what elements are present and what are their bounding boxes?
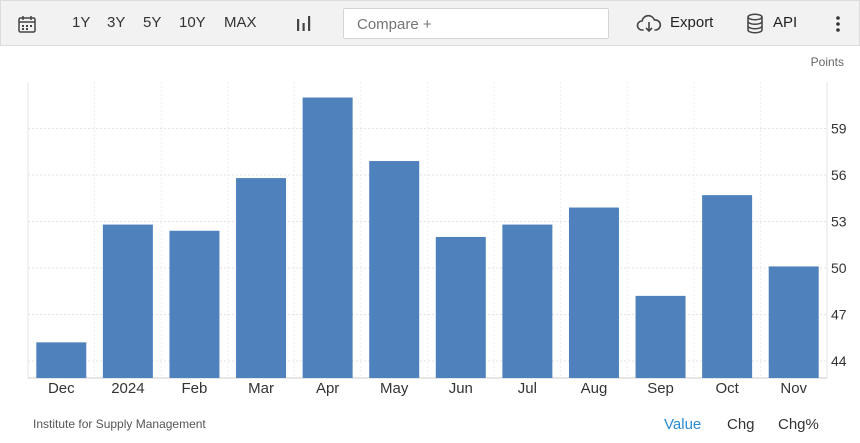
x-tick-label: 2024 bbox=[111, 380, 144, 397]
tab-chg-percent[interactable]: Chg% bbox=[778, 416, 819, 433]
bar-dec[interactable] bbox=[36, 342, 87, 378]
range-3y-button[interactable]: 3Y bbox=[107, 14, 126, 31]
bar-feb[interactable] bbox=[169, 230, 220, 378]
tab-value[interactable]: Value bbox=[664, 416, 702, 433]
y-tick-label: 53 bbox=[831, 213, 847, 229]
cloud-download-icon[interactable] bbox=[636, 14, 662, 34]
x-tick-label: Aug bbox=[581, 380, 608, 397]
bar-2024[interactable] bbox=[102, 224, 153, 378]
bar-jun[interactable] bbox=[435, 236, 486, 378]
source-label: Institute for Supply Management bbox=[33, 417, 206, 431]
range-1y-button[interactable]: 1Y bbox=[72, 14, 91, 31]
x-tick-label: May bbox=[380, 380, 409, 397]
x-tick-label: Nov bbox=[780, 380, 807, 397]
x-tick-label: Jul bbox=[518, 380, 537, 397]
x-tick-label: Mar bbox=[248, 380, 274, 397]
calendar-icon[interactable] bbox=[17, 14, 37, 34]
bar-nov[interactable] bbox=[768, 266, 819, 378]
bar-sep[interactable] bbox=[635, 295, 686, 378]
bar-jul[interactable] bbox=[502, 224, 553, 378]
y-tick-label: 50 bbox=[831, 260, 847, 276]
y-tick-label: 59 bbox=[831, 120, 847, 136]
unit-label: Points bbox=[810, 55, 844, 69]
x-tick-label: Feb bbox=[182, 380, 208, 397]
x-tick-label: Dec bbox=[48, 380, 75, 397]
bar-apr[interactable] bbox=[302, 97, 353, 379]
chart-toolbar: 1Y 3Y 5Y 10Y MAX Export API bbox=[0, 0, 860, 46]
database-icon[interactable] bbox=[746, 13, 764, 35]
bar-oct[interactable] bbox=[702, 195, 753, 378]
x-tick-label: Sep bbox=[647, 380, 674, 397]
x-tick-label: Oct bbox=[715, 380, 739, 397]
bar-aug[interactable] bbox=[568, 207, 619, 378]
y-tick-label: 44 bbox=[831, 353, 847, 369]
more-vertical-icon[interactable] bbox=[832, 15, 844, 33]
bar-may[interactable] bbox=[369, 161, 420, 378]
compare-input[interactable] bbox=[355, 9, 599, 40]
range-max-button[interactable]: MAX bbox=[224, 14, 257, 31]
tab-chg[interactable]: Chg bbox=[727, 416, 755, 433]
y-tick-label: 56 bbox=[831, 167, 847, 183]
range-5y-button[interactable]: 5Y bbox=[143, 14, 162, 31]
bar-chart-icon[interactable] bbox=[295, 15, 313, 33]
x-tick-label: Jun bbox=[449, 380, 473, 397]
range-10y-button[interactable]: 10Y bbox=[179, 14, 206, 31]
x-tick-label: Apr bbox=[316, 380, 339, 397]
compare-field[interactable] bbox=[343, 8, 609, 40]
y-tick-label: 47 bbox=[831, 306, 847, 322]
export-button[interactable]: Export bbox=[670, 14, 714, 31]
api-button[interactable]: API bbox=[773, 14, 798, 31]
bar-mar[interactable] bbox=[236, 178, 287, 378]
